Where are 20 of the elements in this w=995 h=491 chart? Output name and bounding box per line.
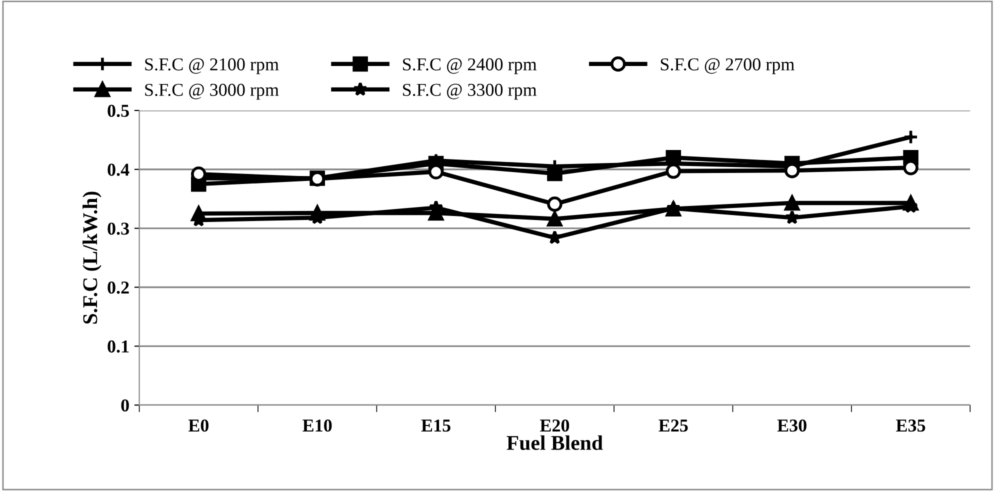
legend-label: S.F.C @ 2100 rpm xyxy=(145,58,279,74)
y-tick-label: 0.1 xyxy=(108,340,129,353)
x-tick-label: E30 xyxy=(777,419,806,432)
x-tick-label: E20 xyxy=(540,419,570,432)
y-tick-label: 0 xyxy=(121,399,129,412)
x-tick-label: E0 xyxy=(188,419,208,432)
legend-label: S.F.C @ 3000 rpm xyxy=(145,84,279,100)
y-tick-label: 0.3 xyxy=(108,222,129,235)
y-tick-label: 0.5 xyxy=(108,104,129,117)
y-axis-title: S.F.C (L/kW.h) xyxy=(82,192,102,324)
legend-label: S.F.C @ 2400 rpm xyxy=(403,58,537,74)
y-tick-label: 0.2 xyxy=(108,281,129,294)
x-tick-label: E15 xyxy=(421,420,450,432)
legend-label: S.F.C @ 3300 rpm xyxy=(403,84,537,100)
legend-label: S.F.C @ 2700 rpm xyxy=(660,58,794,74)
y-tick-label: 0.4 xyxy=(108,164,130,176)
x-axis-title: Fuel Blend xyxy=(506,435,603,450)
x-tick-label: E25 xyxy=(658,420,688,432)
x-tick-label: E35 xyxy=(896,420,926,432)
x-tick-label: E10 xyxy=(302,419,332,432)
